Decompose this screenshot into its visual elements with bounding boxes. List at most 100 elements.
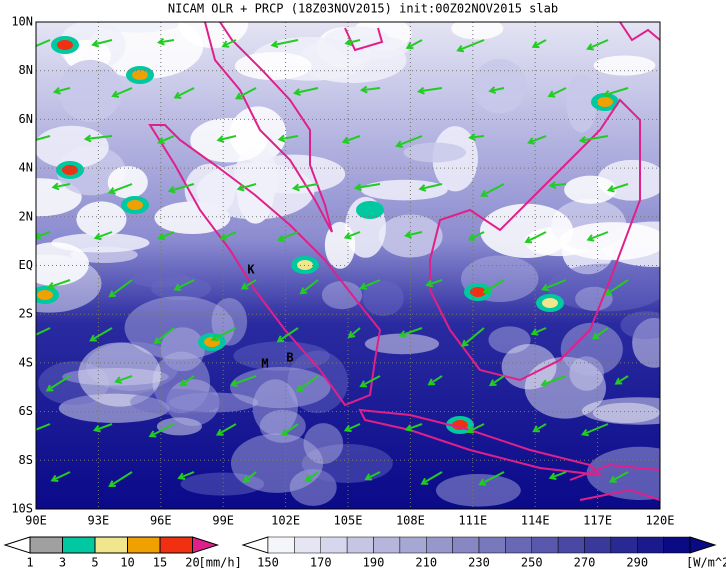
wind-arrow [93, 231, 113, 241]
cloud [547, 263, 660, 312]
legend-swatch [637, 536, 664, 554]
cloud [287, 350, 348, 414]
wind-arrow [527, 135, 547, 145]
wind-arrow [210, 327, 237, 342]
rain-cell [127, 200, 143, 210]
legend-swatch [267, 536, 295, 554]
wind-arrow [524, 231, 547, 244]
legend-label: 3 [59, 556, 66, 570]
wind-arrow [405, 39, 423, 50]
wind-arrow [277, 134, 299, 143]
wind-arrow [347, 327, 361, 339]
legend-label: 210 [415, 556, 437, 570]
cloud [632, 317, 660, 368]
wind-arrow [547, 87, 567, 98]
coastlines [148, 22, 660, 501]
wind-arrow [114, 375, 133, 384]
legend-swatch [610, 536, 638, 554]
cloud [38, 361, 110, 405]
wind-arrow [45, 375, 71, 392]
lat-label: EQ [19, 258, 33, 272]
wind-arrow [364, 471, 381, 481]
wind-arrow [89, 327, 113, 342]
wind-arrow [221, 39, 237, 48]
wind-arrow [531, 39, 547, 49]
wind-arrow [111, 87, 133, 98]
wind-arrow [36, 135, 51, 141]
legend-swatch [584, 536, 612, 554]
cloud [233, 341, 330, 371]
cloud [241, 154, 346, 194]
wind-arrow [108, 279, 133, 298]
legend-label: 250 [521, 556, 543, 570]
rain-cell [597, 97, 613, 107]
wind-arrow [343, 231, 361, 240]
rain-cell [542, 298, 558, 308]
legend-swatch [320, 536, 348, 554]
wind-arrow [276, 327, 299, 343]
legend-swatch [557, 536, 585, 554]
cloud [480, 203, 574, 258]
cloud [85, 341, 179, 391]
legend-arrow [689, 536, 717, 554]
cloud [230, 433, 324, 493]
cloud [362, 280, 404, 316]
lon-label: 120E [646, 514, 675, 528]
legend-swatch [94, 536, 128, 554]
cloud [156, 417, 203, 436]
lat-label: 10S [11, 502, 33, 516]
wind-arrow [148, 423, 175, 438]
lon-label: 117E [583, 514, 612, 528]
wind-arrow [173, 279, 195, 291]
wind-arrow [417, 86, 443, 95]
wind-arrow [36, 231, 51, 240]
cloud [62, 368, 169, 386]
cloud [151, 276, 212, 301]
wind-arrow [280, 423, 299, 436]
wind-arrow [540, 279, 567, 292]
legend-swatch [452, 536, 480, 554]
wind-arrow [456, 39, 485, 53]
wind-arrow [46, 279, 71, 290]
wind-arrow [359, 375, 381, 388]
wind-arrow [480, 183, 505, 197]
legend-label: 1 [26, 556, 33, 570]
wind-arrow [234, 87, 257, 100]
cloud [451, 22, 504, 40]
wind-arrow [215, 423, 237, 436]
wind-arrow [532, 423, 547, 433]
cloud [303, 423, 344, 465]
cloud [581, 397, 660, 425]
rain-cell [57, 40, 73, 50]
wind-arrow [36, 423, 51, 431]
lon-label: 99E [212, 514, 234, 528]
wind-arrow [304, 471, 319, 482]
lat-label: 4N [19, 161, 33, 175]
cloud [592, 402, 660, 424]
rain-cell [37, 290, 53, 300]
cloud [211, 297, 248, 346]
lat-label: 2N [19, 209, 33, 223]
legend-label: 170 [310, 556, 332, 570]
cloud [435, 473, 521, 507]
cloud [58, 393, 170, 423]
lat-label: 6S [19, 404, 33, 418]
cloud [360, 179, 448, 201]
wind-arrow [157, 231, 175, 241]
legend-unit: [W/m^2] [686, 556, 726, 570]
cloud [593, 55, 656, 76]
legend-label: 10 [120, 556, 134, 570]
wind-arrow [83, 134, 113, 143]
map-area [36, 22, 660, 509]
wind-arrow [341, 135, 361, 145]
wind-arrow [488, 86, 505, 94]
cloud [564, 175, 617, 204]
legend-arrow [3, 536, 31, 554]
wind-arrow [36, 327, 51, 336]
wind-arrow [586, 231, 609, 242]
cloud [569, 356, 604, 391]
lat-label: 2S [19, 307, 33, 321]
legend-label: 270 [574, 556, 596, 570]
cloud [524, 356, 607, 419]
